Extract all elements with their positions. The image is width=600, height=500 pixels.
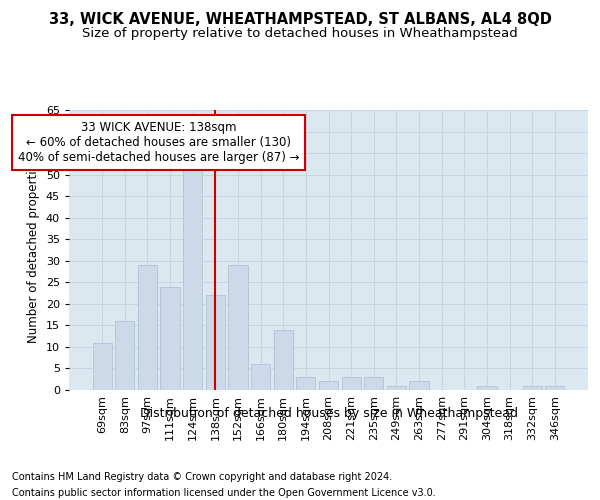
Bar — [274, 330, 293, 390]
Bar — [229, 265, 248, 390]
Bar — [409, 382, 428, 390]
Bar — [341, 377, 361, 390]
Bar — [387, 386, 406, 390]
Bar — [92, 342, 112, 390]
Text: Contains HM Land Registry data © Crown copyright and database right 2024.: Contains HM Land Registry data © Crown c… — [12, 472, 392, 482]
Bar — [138, 265, 157, 390]
Bar — [115, 321, 134, 390]
Text: Distribution of detached houses by size in Wheathampstead: Distribution of detached houses by size … — [140, 408, 518, 420]
Bar — [251, 364, 270, 390]
Text: Size of property relative to detached houses in Wheathampstead: Size of property relative to detached ho… — [82, 28, 518, 40]
Bar — [545, 386, 565, 390]
Bar — [296, 377, 316, 390]
Bar — [364, 377, 383, 390]
Bar — [477, 386, 497, 390]
Bar — [523, 386, 542, 390]
Text: Contains public sector information licensed under the Open Government Licence v3: Contains public sector information licen… — [12, 488, 436, 498]
Bar — [206, 295, 225, 390]
Bar — [183, 166, 202, 390]
Y-axis label: Number of detached properties: Number of detached properties — [27, 157, 40, 343]
Text: 33, WICK AVENUE, WHEATHAMPSTEAD, ST ALBANS, AL4 8QD: 33, WICK AVENUE, WHEATHAMPSTEAD, ST ALBA… — [49, 12, 551, 28]
Bar — [319, 382, 338, 390]
Bar — [160, 286, 180, 390]
Text: 33 WICK AVENUE: 138sqm
← 60% of detached houses are smaller (130)
40% of semi-de: 33 WICK AVENUE: 138sqm ← 60% of detached… — [18, 121, 299, 164]
